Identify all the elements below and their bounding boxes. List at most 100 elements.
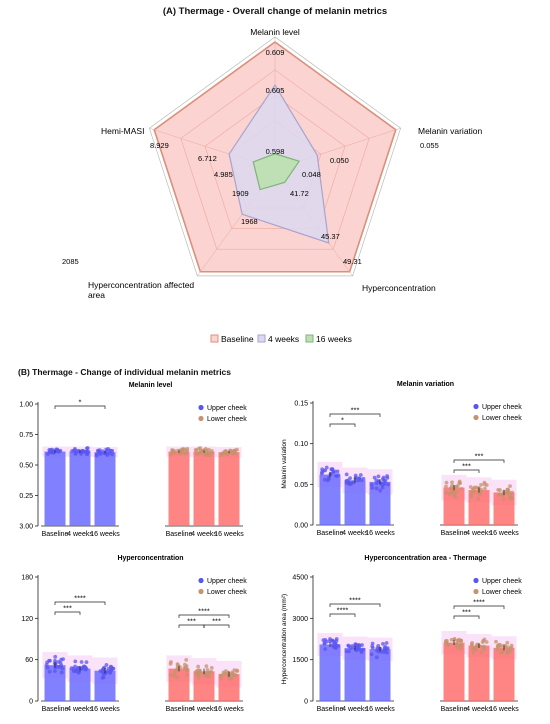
bar [94,670,116,701]
radar-value-label: 0.609 [266,48,285,57]
chart-title: Hyperconcentration [117,555,183,562]
bar [344,648,366,701]
data-point [207,453,212,458]
data-point [232,668,237,673]
data-point [449,637,454,642]
data-point [209,665,214,670]
data-point [229,449,234,454]
data-point [510,490,515,495]
significance-marker: *** [462,608,471,617]
data-point [350,644,355,648]
y-tick-label: 0.05 [294,482,308,489]
legend-dot [473,403,479,410]
data-point [185,673,189,677]
data-point [230,671,235,676]
legend-dot [198,577,204,584]
y-tick-label: 3.00 [19,524,33,531]
legend-dot [198,588,204,595]
significance-marker: **** [349,596,361,605]
x-tick-label: Baseline [441,530,468,537]
y-tick-label: 0.15 [294,401,308,408]
data-point [383,479,388,483]
bar [369,649,391,701]
data-point [101,675,106,680]
significance-marker: **** [337,606,349,615]
data-point [198,671,203,676]
significance-marker: *** [187,617,196,626]
panel-a-title: (A) Thermage - Overall change of melanin… [162,6,388,17]
significance-marker: *** [351,406,360,415]
melanin-level-chart: Melanin level 1.00 0.75 0.50 0.25 3.00 Baselin… [19,382,247,538]
data-point [374,486,379,491]
y-tick-label: 60 [25,657,33,664]
data-point [104,663,109,667]
data-point [508,646,513,651]
data-point [370,644,375,649]
data-point [56,664,60,669]
data-point [384,647,389,651]
x-tick-label: 16 weeks [214,706,244,713]
y-tick-label: 180 [21,575,33,582]
data-point [372,475,377,480]
y-tick-label: 3000 [292,616,308,623]
radar-series-16-weeks [252,153,301,191]
data-point [110,452,115,457]
x-tick-label: Baseline [42,706,69,713]
data-point [168,662,173,666]
data-point [469,642,474,647]
data-point [453,494,458,499]
legend-label: Upper cheek [207,405,247,412]
data-point [51,450,56,455]
data-point [452,488,456,493]
data-point [479,482,483,487]
bar [69,668,91,701]
bar [168,451,190,526]
data-point [458,481,462,485]
data-point [204,664,209,669]
data-point [500,648,505,653]
legend-swatch [257,334,266,343]
radar-value-label: 4.985 [214,170,233,179]
data-point [208,670,213,675]
x-tick-label: Baseline [317,706,344,713]
data-point [358,473,363,477]
significance-bracket [178,614,230,618]
legend-label: Baseline [221,334,254,344]
data-point [101,666,106,671]
data-point [72,447,77,451]
y-tick-label: 120 [21,616,33,623]
legend-label: Lower cheek [207,589,247,596]
data-point [361,647,366,652]
data-point [172,674,176,679]
significance-bracket [453,605,505,609]
data-point [370,641,375,646]
data-point [106,666,111,671]
significance-bracket [54,611,81,615]
radar-value-label: 0.055 [420,141,439,150]
data-point [168,673,173,678]
data-point [73,659,78,664]
data-point [45,660,50,665]
significance-marker: **** [198,607,210,616]
data-point [506,649,511,653]
significance-marker: *** [212,617,221,626]
data-point [198,446,203,450]
data-point [380,477,385,482]
legend-label: Upper cheek [482,404,522,411]
data-point [53,669,57,673]
radar-axis-label: Hemi-MASI [101,126,144,136]
bar [443,642,465,701]
data-point [497,642,502,647]
data-point [111,666,116,671]
x-tick-label: 4 weeks [67,706,93,713]
bar [319,644,341,701]
significance-bracket [54,405,106,409]
data-point [61,657,65,661]
data-point [330,643,335,647]
data-point [219,673,224,678]
data-point [328,472,333,476]
bar [493,492,515,525]
radar-axis-label: Hyperconcentration [362,283,436,293]
radar-axis-label: Melanin level [250,27,300,37]
chart-title: Melanin variation [397,381,454,388]
